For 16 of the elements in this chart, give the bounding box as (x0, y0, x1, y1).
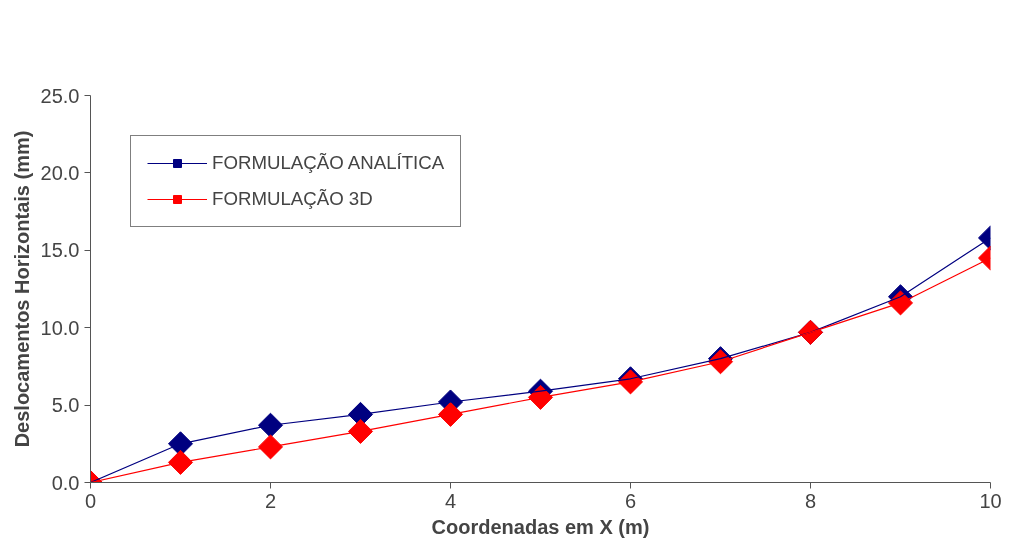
x-tick-label: 10 (979, 489, 1002, 512)
x-tick-label: 0 (84, 489, 97, 512)
legend-label: FORMULAÇÃO 3D (212, 188, 373, 210)
y-axis-title: Deslocamentos Horizontais (mm) (10, 130, 33, 448)
x-tick-label: 8 (804, 489, 817, 512)
legend-label: FORMULAÇÃO ANALÍTICA (212, 152, 445, 174)
y-tick-label: 0.0 (51, 471, 80, 494)
y-tick-label: 20.0 (40, 161, 80, 184)
y-tick-label: 10.0 (40, 316, 80, 339)
x-tick-label: 6 (624, 489, 637, 512)
x-tick-label: 2 (264, 489, 277, 512)
y-tick-label: 5.0 (51, 394, 80, 417)
x-axis-title: Coordenadas em X (m) (431, 515, 650, 538)
y-tick-label: 15.0 (40, 239, 80, 262)
y-tick-label: 25.0 (40, 84, 80, 107)
x-tick-label: 4 (444, 489, 457, 512)
